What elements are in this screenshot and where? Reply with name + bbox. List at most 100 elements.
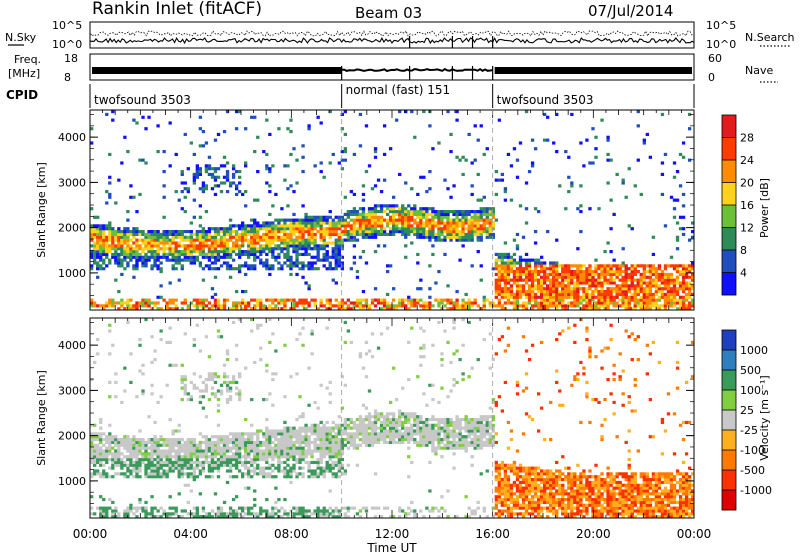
heatmap-cell	[464, 236, 467, 239]
heatmap-cell	[102, 233, 105, 236]
heatmap-cell	[129, 299, 132, 302]
heatmap-cell	[147, 455, 150, 458]
heatmap-cell	[226, 444, 229, 447]
heatmap-cell	[166, 253, 169, 256]
heatmap-cell	[214, 250, 217, 253]
heatmap-cell	[606, 299, 609, 302]
heatmap-cell	[413, 301, 416, 304]
heatmap-cell	[105, 435, 108, 438]
heatmap-cell	[546, 290, 549, 293]
heatmap-cell	[153, 469, 156, 472]
heatmap-cell	[268, 472, 271, 475]
heatmap-cell	[220, 241, 223, 244]
heatmap-cell	[531, 270, 534, 273]
heatmap-cell	[214, 299, 217, 302]
heatmap-cell	[114, 259, 117, 262]
heatmap-cell	[120, 253, 123, 256]
heatmap-cell	[199, 299, 202, 302]
heatmap-cell	[628, 287, 631, 290]
heatmap-cell	[628, 301, 631, 304]
heatmap-cell	[289, 429, 292, 432]
heatmap-cell	[289, 475, 292, 478]
heatmap-cell	[99, 458, 102, 461]
heatmap-cell	[129, 244, 132, 247]
heatmap-cell	[277, 464, 280, 467]
heatmap-cell	[570, 279, 573, 282]
heatmap-cell	[386, 224, 389, 227]
heatmap-cell	[162, 244, 165, 247]
heatmap-cell	[132, 247, 135, 250]
heatmap-cell	[606, 293, 609, 296]
heatmap-cell	[166, 239, 169, 242]
heatmap-cell	[187, 475, 190, 478]
heatmap-cell	[606, 136, 609, 139]
heatmap-cell	[501, 273, 504, 276]
heatmap-cell	[371, 233, 374, 236]
heatmap-cell	[295, 273, 298, 276]
station-title: Rankin Inlet (fitACF)	[92, 0, 262, 19]
heatmap-cell	[335, 449, 338, 452]
heatmap-cell	[193, 181, 196, 184]
heatmap-cell	[676, 270, 679, 273]
heatmap-cell	[326, 452, 329, 455]
heatmap-cell	[105, 256, 108, 259]
heatmap-cell	[344, 233, 347, 236]
heatmap-cell	[250, 329, 253, 332]
heatmap-cell	[169, 241, 172, 244]
heatmap-cell	[298, 299, 301, 302]
heatmap-cell	[347, 230, 350, 233]
heatmap-cell	[374, 216, 377, 219]
heatmap-cell	[688, 159, 691, 162]
heatmap-cell	[217, 507, 220, 510]
heatmap-cell	[205, 241, 208, 244]
heatmap-cell	[570, 273, 573, 276]
heatmap-cell	[172, 230, 175, 233]
heatmap-cell	[295, 507, 298, 510]
heatmap-cell	[280, 301, 283, 304]
heatmap-cell	[326, 256, 329, 259]
heatmap-cell	[353, 230, 356, 233]
heatmap-cell	[280, 224, 283, 227]
heatmap-cell	[416, 287, 419, 290]
colorbar-tick-label: 20	[740, 177, 754, 190]
heatmap-cell	[344, 321, 347, 324]
heatmap-cell	[341, 429, 344, 432]
heatmap-cell	[317, 224, 320, 227]
heatmap-cell	[537, 259, 540, 262]
heatmap-cell	[159, 472, 162, 475]
heatmap-cell	[138, 230, 141, 233]
heatmap-cell	[159, 239, 162, 242]
heatmap-cell	[135, 264, 138, 267]
heatmap-cell	[652, 267, 655, 270]
heatmap-cell	[431, 219, 434, 222]
heatmap-cell	[537, 261, 540, 264]
heatmap-cell	[498, 264, 501, 267]
heatmap-cell	[117, 239, 120, 242]
heatmap-cell	[235, 475, 238, 478]
heatmap-cell	[489, 224, 492, 227]
heatmap-cell	[359, 216, 362, 219]
heatmap-cell	[150, 247, 153, 250]
heatmap-cell	[434, 210, 437, 213]
heatmap-cell	[600, 299, 603, 302]
heatmap-cell	[238, 256, 241, 259]
heatmap-cell	[652, 273, 655, 276]
heatmap-cell	[362, 207, 365, 210]
heatmap-cell	[619, 264, 622, 267]
heatmap-cell	[353, 221, 356, 224]
heatmap-cell	[117, 441, 120, 444]
heatmap-cell	[298, 247, 301, 250]
colorbar-tick-label: 12	[740, 222, 754, 235]
heatmap-cell	[329, 469, 332, 472]
heatmap-cell	[320, 224, 323, 227]
heatmap-cell	[329, 381, 332, 384]
heatmap-cell	[184, 384, 187, 387]
heatmap-cell	[280, 444, 283, 447]
heatmap-cell	[525, 290, 528, 293]
heatmap-cell	[166, 301, 169, 304]
heatmap-cell	[120, 467, 123, 470]
heatmap-cell	[235, 184, 238, 187]
heatmap-cell	[199, 241, 202, 244]
heatmap-cell	[313, 241, 316, 244]
heatmap-cell	[120, 230, 123, 233]
